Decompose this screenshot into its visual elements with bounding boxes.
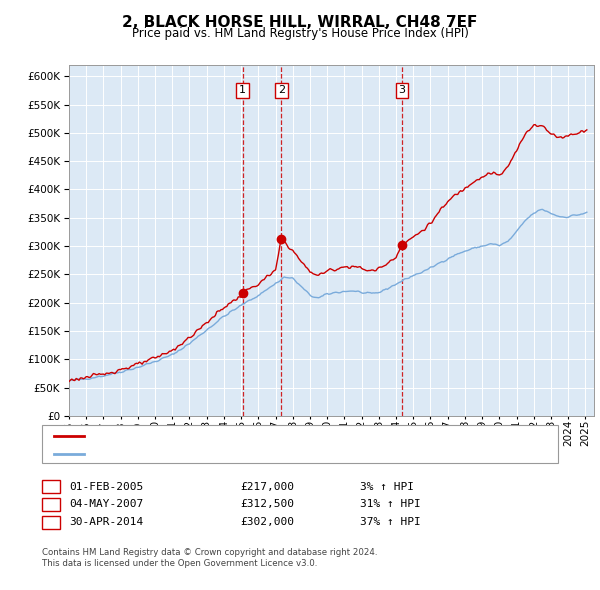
Text: 2, BLACK HORSE HILL, WIRRAL, CH48 7EF: 2, BLACK HORSE HILL, WIRRAL, CH48 7EF	[122, 15, 478, 30]
Text: 1: 1	[239, 86, 246, 96]
Text: This data is licensed under the Open Government Licence v3.0.: This data is licensed under the Open Gov…	[42, 559, 317, 568]
Text: 04-MAY-2007: 04-MAY-2007	[69, 500, 143, 509]
Text: HPI: Average price, detached house, Wirral: HPI: Average price, detached house, Wirr…	[90, 449, 325, 458]
Text: 01-FEB-2005: 01-FEB-2005	[69, 482, 143, 491]
Text: 2: 2	[278, 86, 285, 96]
Text: £302,000: £302,000	[240, 517, 294, 527]
Text: 3: 3	[398, 86, 405, 96]
Text: 30-APR-2014: 30-APR-2014	[69, 517, 143, 527]
Text: £312,500: £312,500	[240, 500, 294, 509]
Text: 2, BLACK HORSE HILL, WIRRAL, CH48 7EF (detached house): 2, BLACK HORSE HILL, WIRRAL, CH48 7EF (d…	[90, 431, 418, 441]
Text: Price paid vs. HM Land Registry's House Price Index (HPI): Price paid vs. HM Land Registry's House …	[131, 27, 469, 40]
Text: 1: 1	[47, 480, 55, 493]
Text: 2: 2	[47, 498, 55, 511]
Text: 31% ↑ HPI: 31% ↑ HPI	[360, 500, 421, 509]
Text: £217,000: £217,000	[240, 482, 294, 491]
Text: 3: 3	[47, 516, 55, 529]
Text: 37% ↑ HPI: 37% ↑ HPI	[360, 517, 421, 527]
Text: Contains HM Land Registry data © Crown copyright and database right 2024.: Contains HM Land Registry data © Crown c…	[42, 548, 377, 556]
Text: 3% ↑ HPI: 3% ↑ HPI	[360, 482, 414, 491]
